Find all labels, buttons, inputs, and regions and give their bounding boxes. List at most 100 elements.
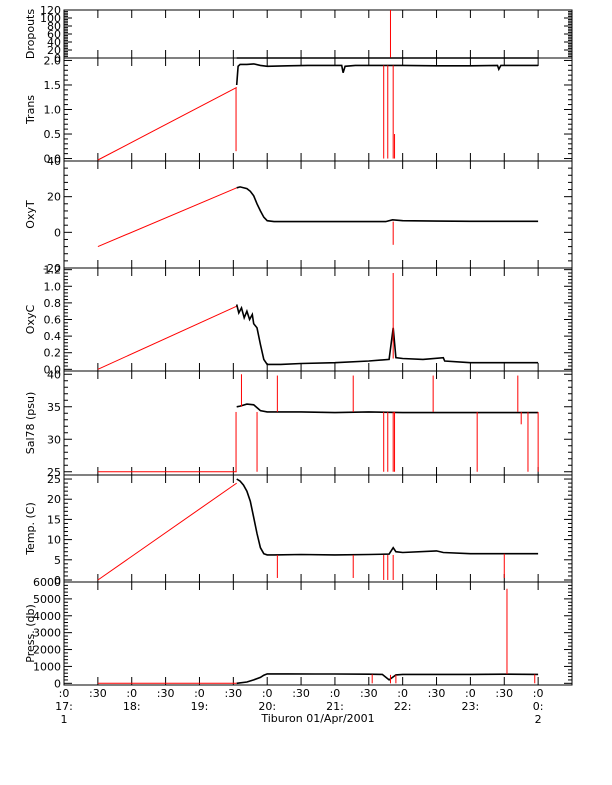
- y-tick-label: 120: [40, 4, 61, 17]
- x-tick-label: :0: [465, 687, 476, 700]
- y-axis-label: Trans: [24, 95, 37, 125]
- y-tick-label: 35: [47, 401, 61, 414]
- panel-4: 0.0 0.2 0.4 0.6 0.8 1.0 1.2 OxyC: [24, 264, 573, 376]
- x-tick-label: :0: [59, 687, 70, 700]
- panel-frame: [63, 474, 573, 583]
- x-tick-label: 2: [535, 713, 542, 726]
- y-tick-label: 1.0: [44, 280, 62, 293]
- y-tick-label: 5: [54, 554, 61, 567]
- x-tick-label: 22:: [394, 700, 412, 713]
- y-tick-label: 5000: [33, 593, 61, 606]
- y-tick-label: 15: [47, 513, 61, 526]
- x-tick-label: :0: [330, 687, 341, 700]
- y-tick-label: 0: [54, 574, 61, 587]
- panels-group: 020406080100120Dropouts0.00.51.01.52.0Tr…: [24, 4, 573, 690]
- x-tick-label: :0: [262, 687, 273, 700]
- panel-6: 0 5 10 15 20 25 Temp. (C): [24, 473, 573, 587]
- panel-frame: [63, 160, 573, 269]
- y-axis-label: Temp. (C): [24, 502, 37, 556]
- y-tick-label: 0: [54, 226, 61, 239]
- y-tick-label: 0.8: [44, 297, 62, 310]
- y-tick-label: 2.0: [44, 54, 62, 67]
- x-tick-label: :0: [194, 687, 205, 700]
- panel-frame: [63, 581, 573, 686]
- x-tick-label: 20:: [258, 700, 276, 713]
- x-tick-label: 19:: [191, 700, 209, 713]
- x-tick-label: :0: [397, 687, 408, 700]
- clean-series-line: [236, 186, 539, 223]
- x-tick-label: 18:: [123, 700, 141, 713]
- x-tick-label: :0: [533, 687, 544, 700]
- raw-series-line: [97, 187, 237, 248]
- y-tick-label: 1.5: [44, 79, 62, 92]
- y-tick-label: 4000: [33, 610, 61, 623]
- panel-5: 25 30 35 40 Sal78 (psu): [24, 368, 573, 479]
- y-tick-label: 2000: [33, 644, 61, 657]
- y-axis-label: Sal78 (psu): [24, 392, 37, 455]
- clean-series-line: [235, 304, 539, 366]
- x-tick-label: :30: [89, 687, 107, 700]
- y-tick-label: 0.4: [44, 330, 62, 343]
- clean-series-line: [236, 478, 539, 556]
- clean-series-line: [236, 403, 539, 414]
- y-tick-label: 6000: [33, 576, 61, 589]
- y-tick-label: 10: [47, 534, 61, 547]
- x-tick-label: :30: [292, 687, 310, 700]
- x-tick-label: 23:: [462, 700, 480, 713]
- y-tick-label: 0: [54, 52, 61, 65]
- y-tick-label: 20: [47, 191, 61, 204]
- panel-frame: [63, 9, 573, 59]
- y-axis-label: Press. (db): [24, 604, 37, 663]
- y-tick-label: 0.2: [44, 347, 62, 360]
- panel-2: 0.0 0.5 1.0 1.5 2.0 Trans: [24, 54, 573, 166]
- y-axis-label: OxyT: [24, 200, 37, 229]
- x-tick-label: 21:: [326, 700, 344, 713]
- y-tick-label: 20: [47, 493, 61, 506]
- x-tick-label: 0:: [533, 700, 544, 713]
- y-axis-label: OxyC: [24, 305, 37, 335]
- y-axis-label: Dropouts: [24, 9, 37, 59]
- y-tick-label: 0: [54, 677, 61, 690]
- y-tick-label: -20: [43, 262, 61, 275]
- x-axis: :017:1:30:018::30:019::30:020::30:021::3…: [55, 687, 543, 726]
- x-tick-label: :30: [360, 687, 378, 700]
- x-tick-label: :30: [495, 687, 513, 700]
- y-tick-label: 40: [47, 36, 61, 49]
- y-tick-label: 0.6: [44, 314, 62, 327]
- panel-frame: [63, 370, 573, 476]
- figure-caption: Tiburon 01/Apr/2001: [260, 712, 374, 725]
- panel-frame: [63, 57, 573, 162]
- y-tick-label: 1000: [33, 660, 61, 673]
- raw-series-line: [97, 86, 237, 161]
- y-tick-label: 60: [47, 28, 61, 41]
- clean-series-line: [235, 63, 539, 86]
- x-tick-label: :0: [126, 687, 137, 700]
- y-tick-label: 0.5: [44, 128, 62, 141]
- x-tick-label: 1: [61, 713, 68, 726]
- y-tick-label: 1.2: [44, 264, 62, 277]
- y-tick-label: 40: [47, 155, 61, 168]
- y-tick-label: 25: [47, 473, 61, 486]
- x-tick-label: :30: [224, 687, 242, 700]
- panel-frame: [63, 267, 573, 372]
- x-tick-label: 17:: [55, 700, 73, 713]
- raw-series-line: [97, 482, 237, 581]
- y-tick-label: 100: [40, 12, 61, 25]
- x-tick-label: :30: [428, 687, 446, 700]
- raw-series-line: [97, 305, 237, 370]
- y-tick-label: 25: [47, 466, 61, 479]
- panel-3: -20 0 20 40 OxyT: [24, 155, 573, 275]
- y-tick-label: 0.0: [44, 363, 62, 376]
- y-tick-label: 0.0: [44, 153, 62, 166]
- y-tick-label: 30: [47, 433, 61, 446]
- panel-7: 0 1000 2000 3000 4000 5000 6000 Press. (db): [24, 576, 573, 690]
- clean-series-line: [236, 673, 539, 685]
- y-tick-label: 20: [47, 44, 61, 57]
- y-tick-label: 1.0: [44, 104, 62, 117]
- y-tick-label: 80: [47, 20, 61, 33]
- y-tick-label: 3000: [33, 627, 61, 640]
- y-tick-label: 40: [47, 368, 61, 381]
- x-tick-label: :30: [157, 687, 175, 700]
